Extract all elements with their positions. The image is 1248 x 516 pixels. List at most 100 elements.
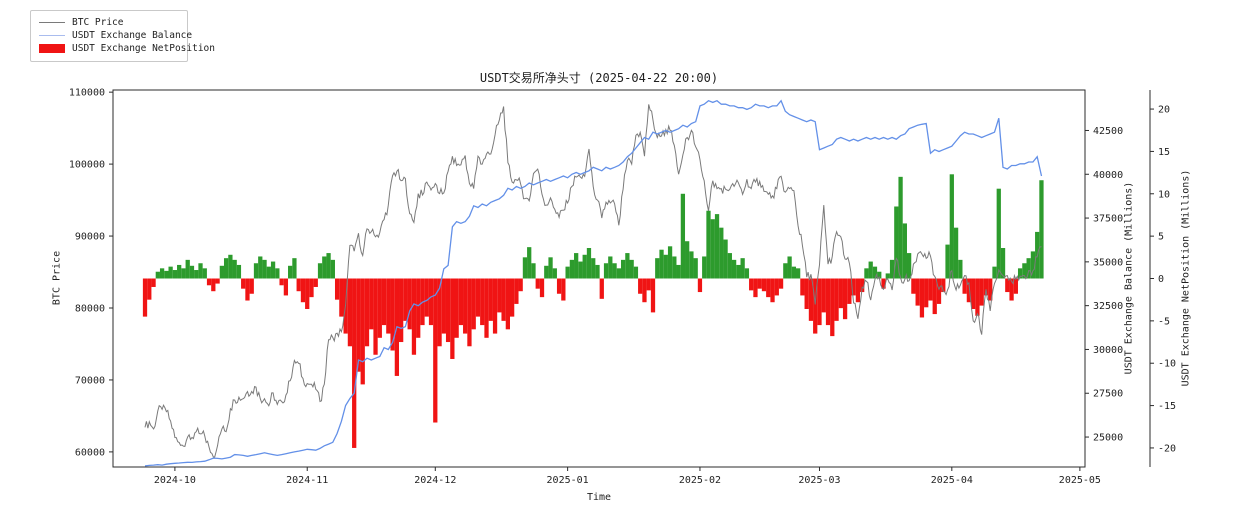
netposition-bar-negative: [364, 278, 370, 347]
netposition-bar-negative: [279, 278, 284, 286]
netposition-bar-positive: [945, 244, 950, 279]
netposition-bar-negative: [241, 278, 246, 289]
legend-item-btc-price: BTC Price: [39, 16, 179, 29]
netposition-bar-negative: [825, 278, 831, 326]
netposition-bar-negative: [356, 278, 361, 372]
netposition-bar-negative: [881, 278, 886, 289]
netposition-bar-positive: [608, 256, 613, 279]
netposition-bar-negative: [983, 278, 989, 296]
netposition-bar-negative: [488, 278, 493, 321]
btc-axis-tick-label: 90000: [75, 232, 105, 243]
netposition-bar-positive: [326, 253, 331, 279]
netposition-bar-negative: [283, 278, 289, 296]
netposition-bar-negative: [352, 278, 357, 448]
netposition-bar-negative: [518, 278, 523, 292]
netposition-bar-positive: [672, 256, 677, 279]
netposition-bar-negative: [842, 278, 848, 320]
netposition-bar-negative: [855, 278, 861, 303]
netposition-bar-negative: [484, 278, 489, 338]
netposition-bar-positive: [894, 206, 899, 279]
netposition-bar-positive: [1000, 248, 1006, 279]
btc-axis-tick-label: 70000: [75, 375, 105, 386]
netposition-bar-negative: [403, 278, 408, 321]
netposition-bar-positive: [719, 227, 724, 279]
netposition-bar-negative: [463, 278, 468, 334]
netposition-axis-tick-label: -10: [1158, 359, 1176, 370]
balance-axis-tick-label: 25000: [1093, 433, 1123, 444]
netposition-bar-negative: [492, 278, 498, 334]
netposition-bar-positive: [629, 259, 634, 279]
balance-axis-tick-label: 30000: [1093, 345, 1123, 356]
netposition-bar-positive: [702, 256, 707, 279]
netposition-axis-label: USDT Exchange NetPosition (Millions): [1180, 169, 1192, 387]
netposition-bar-negative: [433, 278, 438, 423]
netposition-axis-tick-label: 10: [1158, 189, 1170, 200]
netposition-axis-tick-label: 20: [1158, 105, 1170, 116]
netposition-bar-positive: [877, 271, 882, 279]
netposition-bar-positive: [155, 271, 160, 279]
netposition-bar-positive: [783, 263, 788, 279]
netposition-bar-negative: [766, 278, 771, 298]
netposition-axis-tick-label: 0: [1158, 274, 1164, 285]
netposition-bar-positive: [522, 257, 528, 279]
netposition-bar-positive: [582, 254, 587, 279]
netposition-bar-positive: [740, 258, 745, 279]
netposition-bar-positive: [731, 259, 737, 279]
netposition-bar-positive: [168, 266, 173, 279]
netposition-bar-positive: [275, 268, 280, 279]
netposition-bar-positive: [565, 266, 570, 279]
netposition-bar-negative: [347, 278, 353, 347]
netposition-bar-negative: [936, 278, 942, 304]
netposition-bar-positive: [616, 268, 621, 279]
netposition-bar-negative: [808, 278, 814, 321]
netposition-bar-negative: [650, 278, 656, 313]
netposition-bar-negative: [804, 278, 809, 309]
netposition-bar-positive: [902, 223, 907, 279]
netposition-bar-negative: [215, 278, 220, 284]
netposition-bar-positive: [578, 261, 583, 279]
netposition-bar-positive: [1017, 268, 1023, 279]
time-axis-tick-label: 2025-05: [1059, 475, 1101, 486]
balance-axis-tick-label: 42500: [1093, 126, 1123, 137]
netposition-bar-negative: [505, 278, 510, 330]
netposition-bar-negative: [407, 278, 412, 330]
netposition-bar-negative: [539, 278, 545, 298]
netposition-bar-positive: [689, 251, 694, 279]
netposition-bar-positive: [1039, 180, 1044, 279]
netposition-bar-negative: [480, 278, 485, 326]
netposition-bar-negative: [313, 278, 318, 287]
netposition-bar-negative: [915, 278, 920, 306]
time-axis-tick-label: 2025-04: [931, 475, 973, 486]
netposition-bar-negative: [245, 278, 250, 301]
netposition-bar-positive: [219, 265, 224, 279]
netposition-bar-negative: [642, 278, 647, 303]
legend-item-usdt-exchange-balance: USDT Exchange Balance: [39, 29, 192, 42]
netposition-bar-negative: [821, 278, 826, 313]
netposition-bar-negative: [454, 278, 459, 338]
netposition-bar-negative: [211, 278, 216, 292]
netposition-bar-negative: [1005, 278, 1010, 293]
netposition-bar-positive: [531, 263, 536, 279]
netposition-bar-positive: [552, 268, 557, 279]
legend-label-btc-price: BTC Price: [72, 17, 124, 28]
netposition-bar-positive: [885, 273, 890, 279]
netposition-bar-positive: [953, 227, 959, 279]
netposition-bar-negative: [373, 278, 378, 355]
netposition-bar-positive: [181, 268, 186, 279]
netposition-bar-negative: [834, 278, 839, 321]
netposition-bar-negative: [966, 278, 972, 303]
netposition-bar-negative: [697, 278, 703, 293]
netposition-bar-negative: [638, 278, 643, 294]
netposition-bar-positive: [676, 264, 681, 279]
btc-price-line: [144, 104, 1042, 458]
netposition-bar-positive: [889, 259, 895, 279]
netposition-bar-negative: [334, 278, 340, 300]
netposition-bar-positive: [586, 248, 592, 279]
netposition-bar-negative: [962, 278, 967, 294]
netposition-bar-negative: [339, 278, 344, 317]
netposition-bar-positive: [603, 263, 609, 279]
netposition-bar-negative: [847, 278, 852, 304]
netposition-bar-negative: [800, 278, 805, 296]
netposition-bar-positive: [787, 256, 792, 279]
netposition-bar-negative: [360, 278, 365, 385]
